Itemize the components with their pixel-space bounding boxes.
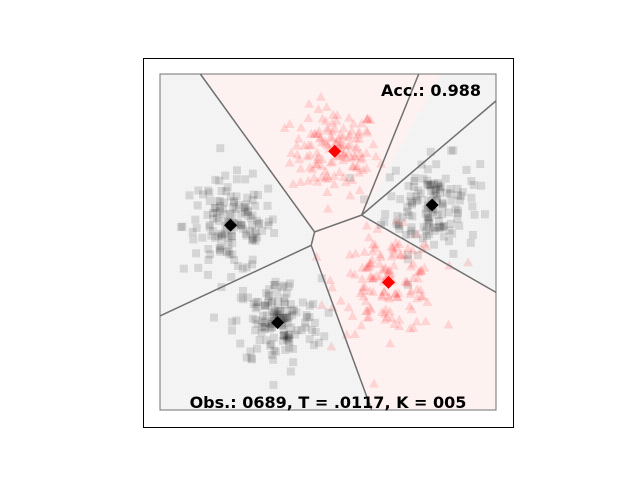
plot-area	[159, 73, 497, 411]
